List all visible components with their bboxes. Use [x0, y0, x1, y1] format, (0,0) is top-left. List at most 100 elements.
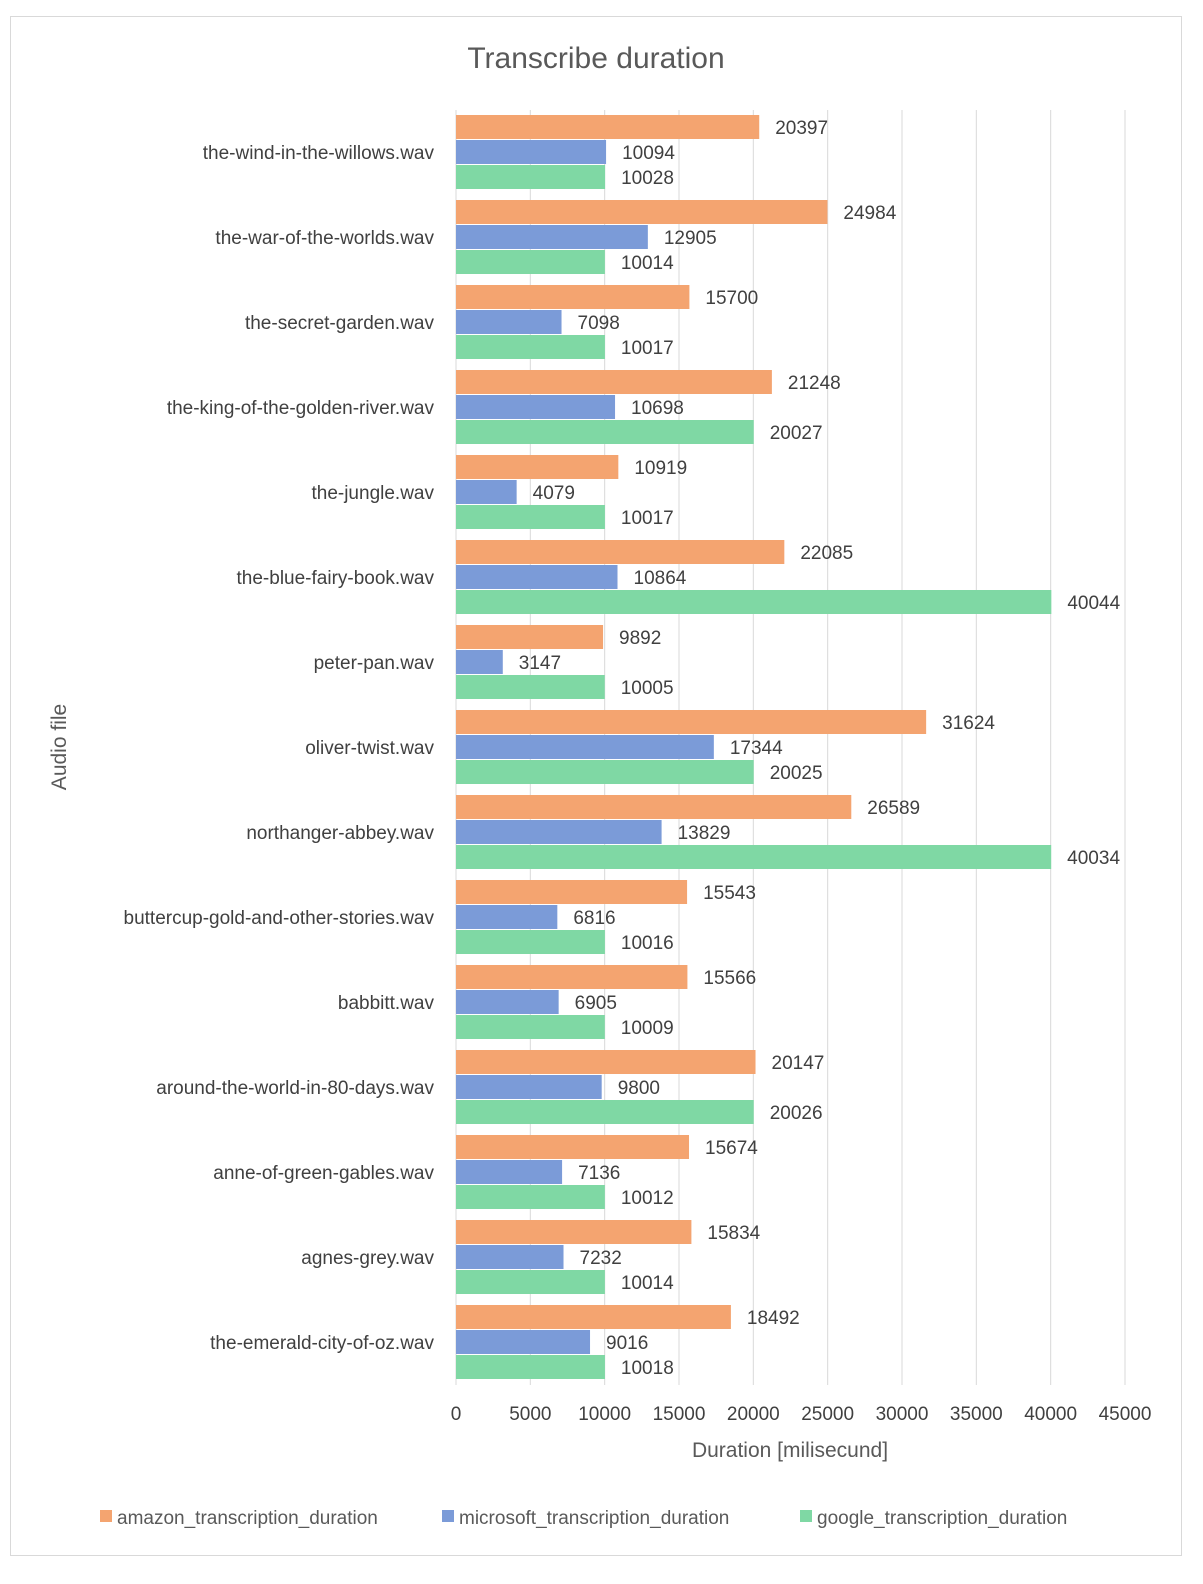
legend-label: google_transcription_duration	[817, 1508, 1067, 1529]
category-label: oliver-twist.wav	[305, 738, 434, 759]
data-label: 7136	[578, 1163, 620, 1184]
category-label: the-war-of-the-worlds.wav	[215, 228, 434, 249]
category-label: around-the-world-in-80-days.wav	[156, 1078, 434, 1099]
bar-google_transcription_duration	[456, 590, 1052, 614]
data-label: 10016	[621, 933, 674, 954]
bar-microsoft_transcription_duration	[456, 990, 559, 1014]
bar-microsoft_transcription_duration	[456, 395, 616, 419]
data-label: 10094	[622, 143, 675, 164]
bar-google_transcription_duration	[456, 335, 605, 359]
bar-microsoft_transcription_duration	[456, 1075, 602, 1099]
legend-label: amazon_transcription_duration	[117, 1508, 378, 1529]
data-label: 10005	[621, 678, 674, 699]
x-tick-label: 0	[451, 1404, 462, 1425]
bar-google_transcription_duration	[456, 505, 605, 529]
data-label: 20027	[770, 423, 823, 444]
bar-amazon_transcription_duration	[456, 625, 604, 649]
data-label: 10014	[621, 253, 674, 274]
category-label: the-wind-in-the-willows.wav	[203, 143, 435, 164]
bar-google_transcription_duration	[456, 760, 754, 784]
x-tick-label: 25000	[801, 1404, 854, 1425]
bar-google_transcription_duration	[456, 1185, 605, 1209]
bar-google_transcription_duration	[456, 1355, 605, 1379]
data-label: 4079	[533, 483, 575, 504]
x-tick-label: 45000	[1099, 1404, 1152, 1425]
bar-amazon_transcription_duration	[456, 1135, 690, 1159]
bar-google_transcription_duration	[456, 165, 606, 189]
data-label: 15674	[705, 1138, 758, 1159]
category-label: the-king-of-the-golden-river.wav	[167, 398, 435, 419]
legend: amazon_transcription_duration microsoft_t…	[100, 1508, 1067, 1529]
data-label: 40044	[1067, 593, 1120, 614]
bar-microsoft_transcription_duration	[456, 565, 618, 589]
bar-google_transcription_duration	[456, 675, 605, 699]
data-label: 10012	[621, 1188, 674, 1209]
bar-amazon_transcription_duration	[456, 455, 619, 479]
category-label: the-emerald-city-of-oz.wav	[210, 1333, 434, 1354]
bar-microsoft_transcription_duration	[456, 1245, 564, 1269]
bar-amazon_transcription_duration	[456, 285, 690, 309]
bar-google_transcription_duration	[456, 250, 605, 274]
category-label: babbitt.wav	[338, 993, 435, 1014]
data-label: 17344	[730, 738, 783, 759]
bar-amazon_transcription_duration	[456, 1220, 692, 1244]
category-label: peter-pan.wav	[314, 653, 435, 674]
bar-microsoft_transcription_duration	[456, 1330, 591, 1354]
bar-google_transcription_duration	[456, 1100, 754, 1124]
bar-microsoft_transcription_duration	[456, 480, 517, 504]
legend-swatch	[800, 1510, 812, 1522]
x-tick-label: 10000	[578, 1404, 631, 1425]
data-label: 15566	[703, 968, 756, 989]
data-label: 9892	[619, 628, 661, 649]
x-tick-label: 35000	[950, 1404, 1003, 1425]
data-label: 22085	[800, 543, 853, 564]
data-label: 10919	[634, 458, 687, 479]
bar-amazon_transcription_duration	[456, 965, 688, 989]
legend-label: microsoft_transcription_duration	[459, 1508, 729, 1529]
bar-microsoft_transcription_duration	[456, 735, 714, 759]
x-tick-label: 5000	[509, 1404, 551, 1425]
x-tick-labels: 0 5000 10000 15000 20000 25000 30000 35000 40000…	[451, 1404, 1152, 1425]
category-label: buttercup-gold-and-other-stories.wav	[124, 908, 435, 929]
category-labels: the-wind-in-the-willows.wav the-war-of-th…	[124, 143, 435, 1354]
data-label: 15543	[703, 883, 756, 904]
bar-google_transcription_duration	[456, 1015, 605, 1039]
category-label: agnes-grey.wav	[301, 1248, 434, 1269]
bar-google_transcription_duration	[456, 930, 605, 954]
bar-microsoft_transcription_duration	[456, 905, 558, 929]
data-label: 3147	[519, 653, 561, 674]
data-label: 31624	[942, 713, 995, 734]
data-label: 18492	[747, 1308, 800, 1329]
data-label: 7098	[578, 313, 620, 334]
category-label: anne-of-green-gables.wav	[213, 1163, 434, 1184]
category-label: northanger-abbey.wav	[246, 823, 434, 844]
x-tick-label: 40000	[1024, 1404, 1077, 1425]
bar-microsoft_transcription_duration	[456, 820, 662, 844]
bar-google_transcription_duration	[456, 420, 754, 444]
data-label: 24984	[843, 203, 896, 224]
data-label: 20147	[772, 1053, 825, 1074]
bar-google_transcription_duration	[456, 1270, 605, 1294]
bar-amazon_transcription_duration	[456, 200, 828, 224]
bar-amazon_transcription_duration	[456, 1050, 756, 1074]
data-labels: 2039710094100282498412905100141570070981…	[519, 118, 1121, 1379]
bar-amazon_transcription_duration	[456, 370, 772, 394]
data-label: 10017	[621, 508, 674, 529]
data-label: 20026	[770, 1103, 823, 1124]
bar-microsoft_transcription_duration	[456, 310, 562, 334]
bar-amazon_transcription_duration	[456, 540, 785, 564]
bar-amazon_transcription_duration	[456, 795, 852, 819]
x-tick-label: 30000	[876, 1404, 929, 1425]
data-label: 20397	[775, 118, 828, 139]
data-label: 26589	[867, 798, 920, 819]
bar-amazon_transcription_duration	[456, 880, 688, 904]
bars	[456, 115, 1052, 1379]
data-label: 6905	[575, 993, 617, 1014]
bar-amazon_transcription_duration	[456, 1305, 731, 1329]
data-label: 13829	[678, 823, 731, 844]
bar-microsoft_transcription_duration	[456, 650, 503, 674]
category-label: the-blue-fairy-book.wav	[237, 568, 435, 589]
x-tick-label: 20000	[727, 1404, 780, 1425]
data-label: 9800	[618, 1078, 660, 1099]
